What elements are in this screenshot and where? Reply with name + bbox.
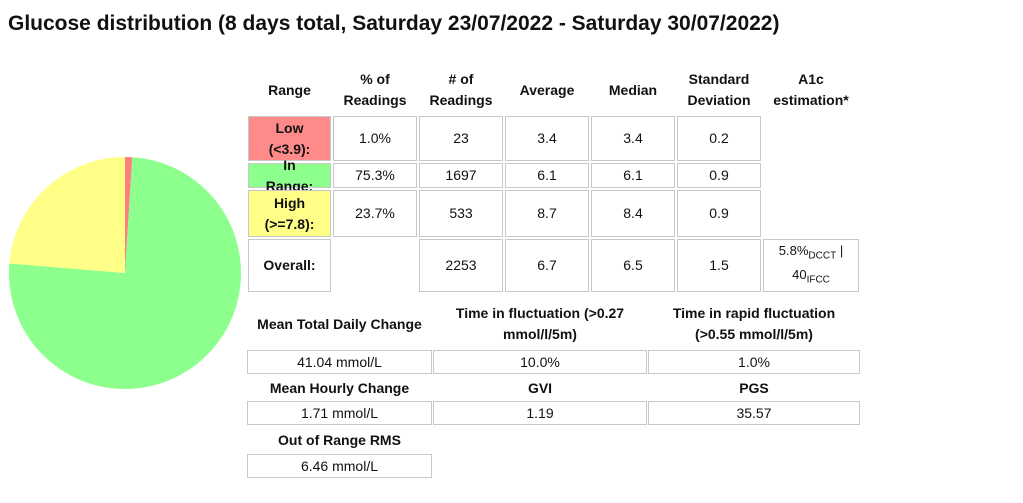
pie-chart [8, 157, 241, 390]
range-label: Low (<3.9): [248, 116, 331, 161]
pie-slice [125, 157, 133, 273]
a1c-ifcc-label: IFCC [806, 274, 830, 286]
table-cell: 1.0% [333, 116, 417, 161]
stat-value: 41.04 mmol/L [247, 350, 432, 374]
stat-value: 35.57 [648, 401, 860, 425]
column-header: Average [519, 81, 575, 98]
range-label: In Range: [248, 157, 331, 194]
column-header: Range [268, 81, 311, 98]
stat-label: Out of Range RMS [278, 431, 401, 448]
table-cell: 2253 [419, 239, 503, 292]
column-header: # of Readings [429, 71, 493, 108]
table-cell: 3.4 [505, 116, 589, 161]
a1c-ifcc: 40 [792, 266, 807, 282]
a1c-cell: 5.8%DCCT | 40IFCC [763, 239, 859, 292]
a1c-separator: | [839, 242, 844, 258]
table-cell: 75.3% [333, 163, 417, 188]
table-cell: 6.1 [505, 163, 589, 188]
table-cell: 0.9 [677, 163, 761, 188]
stat-label: Time in fluctuation (>0.27 mmol/l/5m) [455, 305, 625, 342]
table-cell: 3.4 [591, 116, 675, 161]
stat-value: 6.46 mmol/L [247, 454, 432, 478]
column-header: % of Readings [343, 71, 407, 108]
table-cell: 6.7 [505, 239, 589, 292]
pie-slice [9, 157, 126, 273]
a1c-dcct-label: DCCT [808, 250, 837, 262]
table-cell: 6.5 [591, 239, 675, 292]
pie-slice [8, 157, 241, 390]
table-cell: 533 [419, 190, 503, 237]
a1c-text: 5.8%DCCT | 40IFCC [764, 242, 858, 289]
table-cell: 8.4 [591, 190, 675, 237]
stat-label: Mean Total Daily Change [257, 315, 422, 332]
table-cell: 6.1 [591, 163, 675, 188]
stat-label: Mean Hourly Change [269, 379, 410, 396]
column-header: Median [608, 81, 658, 98]
column-header: Standard Deviation [687, 71, 751, 108]
stat-value: 10.0% [433, 350, 647, 374]
table-cell: 23 [419, 116, 503, 161]
stat-label: Time in rapid fluctuation (>0.55 mmol/l/… [672, 305, 836, 342]
stat-value: 1.71 mmol/L [247, 401, 432, 425]
stat-value: 1.0% [648, 350, 860, 374]
stat-label: GVI [527, 379, 553, 396]
table-cell: 0.2 [677, 116, 761, 161]
a1c-dcct: 5.8% [778, 242, 809, 258]
range-label: High (>=7.8): [248, 190, 331, 237]
table-cell: 23.7% [333, 190, 417, 237]
table-cell: 8.7 [505, 190, 589, 237]
table-cell: 1.5 [677, 239, 761, 292]
stat-value: 1.19 [433, 401, 647, 425]
table-cell: 1697 [419, 163, 503, 188]
page-title: Glucose distribution (8 days total, Satu… [8, 12, 780, 35]
stat-label: PGS [739, 379, 769, 396]
column-header: A1c estimation* [773, 71, 849, 108]
range-label: Overall: [248, 239, 331, 292]
table-cell: 0.9 [677, 190, 761, 237]
